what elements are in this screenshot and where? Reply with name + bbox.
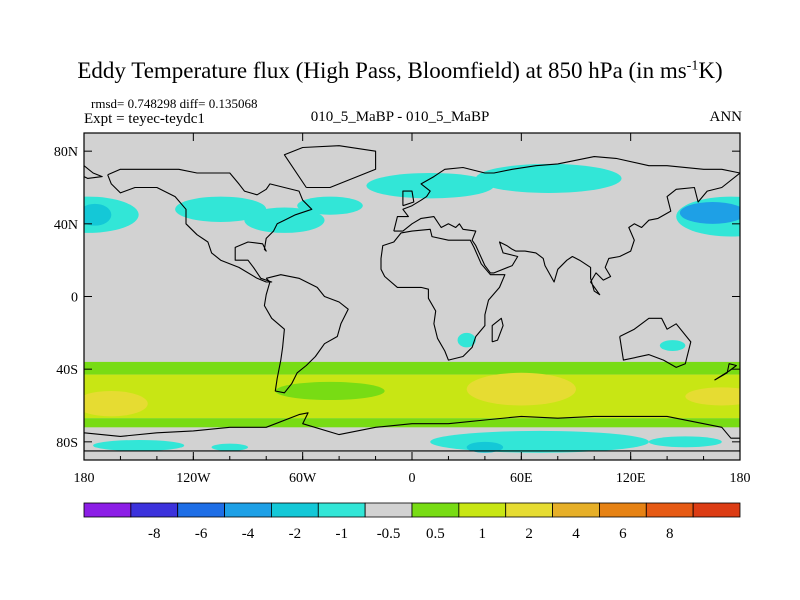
flux-region-11 [275, 381, 385, 401]
flux-region-6 [475, 163, 622, 193]
flux-band-2 [84, 418, 740, 428]
case-label: 010_5_MaBP - 010_5_MaBP [310, 109, 490, 125]
coastline-7 [84, 412, 740, 452]
flux-band-0 [84, 361, 740, 375]
x-tick-label-5: 120E [616, 471, 646, 486]
colorbar-label-10: 6 [619, 526, 627, 542]
x-tick-label-4: 60E [510, 471, 533, 486]
colorbar-box-7 [411, 502, 460, 518]
x-tick-label-6: 180 [730, 471, 751, 486]
flux-region-13 [466, 372, 576, 406]
colorbar-label-9: 4 [572, 526, 580, 542]
colorbar-label-5: -0.5 [377, 526, 401, 542]
flux-region-18 [211, 443, 248, 451]
colorbar-box-13 [692, 502, 741, 518]
flux-band-1 [84, 374, 740, 419]
flux-region-8 [679, 202, 740, 224]
chart-title-superscript: -1 [686, 58, 699, 74]
y-tick-label-4: 80S [56, 436, 78, 451]
y-tick-label-0: 80N [54, 145, 78, 160]
colorbar-box-10 [552, 502, 600, 518]
flux-region-4 [297, 196, 363, 215]
flux-region-1 [84, 203, 112, 226]
colorbar-box-6 [364, 502, 413, 518]
coastline-4 [491, 317, 504, 343]
colorbar-box-11 [599, 502, 647, 518]
coastline-1 [263, 274, 349, 394]
flux-region-19 [648, 436, 722, 448]
flux-region-10 [659, 340, 686, 351]
coastline-9 [714, 363, 737, 381]
coastline-6 [283, 145, 377, 189]
colorbar-label-1: -6 [195, 526, 208, 542]
flux-region-5 [366, 172, 494, 199]
y-tick-label-1: 40N [54, 218, 78, 233]
colorbar-label-4: -1 [335, 526, 348, 542]
flux-region-15 [430, 430, 649, 453]
x-tick-label-1: 120W [176, 471, 211, 486]
colorbar-box-12 [645, 502, 694, 518]
flux-region-16 [466, 441, 504, 453]
colorbar-box-9 [505, 502, 553, 518]
x-tick-label-0: 180 [74, 471, 95, 486]
coastline-8 [402, 190, 415, 207]
period-label: ANN [709, 109, 743, 125]
colorbar-label-7: 1 [479, 526, 487, 542]
experiment-label: Expt = teyec-teydc1 [84, 111, 205, 127]
coastline-0 [107, 168, 313, 283]
chart-title: Eddy Temperature flux (High Pass, Bloomf… [0, 58, 800, 84]
flux-region-17 [93, 440, 185, 451]
flux-region-9 [457, 332, 476, 348]
colorbar-label-6: 0.5 [426, 526, 445, 542]
coastline-2 [393, 156, 740, 296]
plot-area [84, 133, 740, 460]
colorbar-box-2 [177, 502, 225, 518]
chart-title-main: Eddy Temperature flux (High Pass, Bloomf… [77, 58, 687, 83]
colorbar-label-0: -8 [148, 526, 161, 542]
colorbar-box-0 [83, 502, 132, 518]
flux-region-14 [685, 387, 740, 406]
colorbar-label-8: 2 [525, 526, 533, 542]
colorbar-box-1 [130, 502, 179, 518]
stats-label: rmsd= 0.748298 diff= 0.135068 [91, 96, 258, 111]
y-tick-label-2: 0 [71, 291, 78, 306]
colorbar-label-3: -2 [289, 526, 302, 542]
colorbar-box-3 [224, 502, 272, 518]
flux-region-2 [175, 196, 267, 223]
x-tick-label-2: 60W [289, 471, 317, 486]
coastline-3 [380, 228, 506, 361]
coastline-5 [619, 317, 692, 368]
x-tick-label-3: 0 [409, 471, 416, 486]
coastline-10 [84, 165, 103, 179]
colorbar-box-4 [271, 502, 319, 518]
colorbar-box-8 [458, 502, 507, 518]
colorbar-box-5 [317, 502, 366, 518]
colorbar-label-2: -4 [242, 526, 255, 542]
colorbar-label-11: 8 [666, 526, 674, 542]
y-tick-label-3: 40S [56, 363, 78, 378]
chart-title-end: K) [698, 58, 723, 83]
flux-region-12 [84, 390, 148, 417]
